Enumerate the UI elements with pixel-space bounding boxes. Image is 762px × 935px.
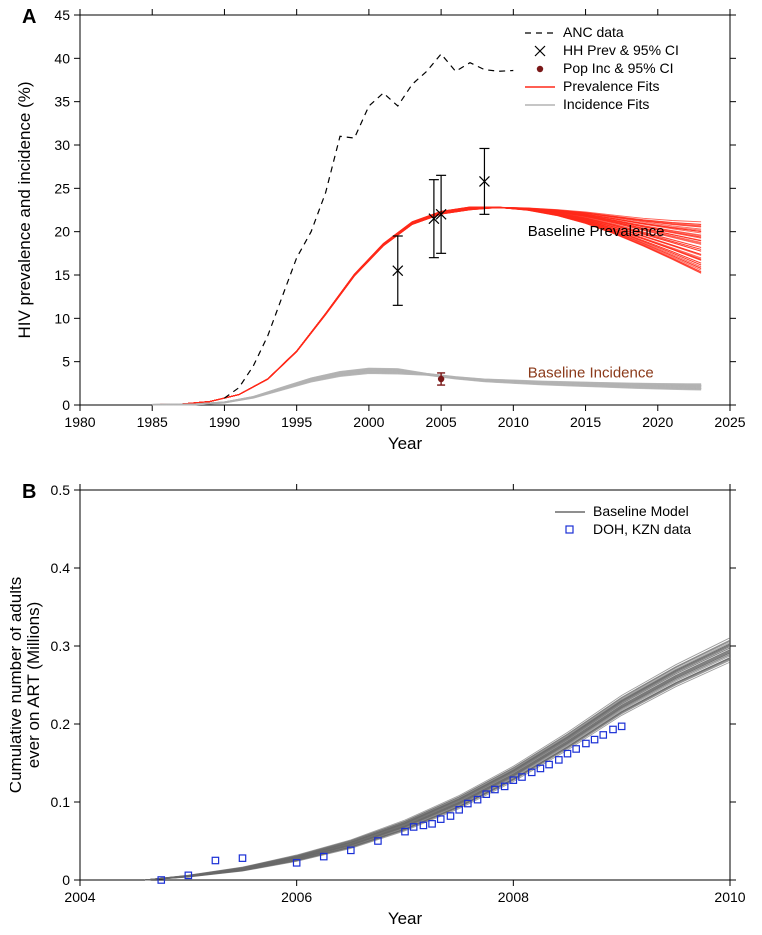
doh-data-marker <box>212 857 218 863</box>
doh-data-marker <box>573 746 579 752</box>
baseline-model-line <box>145 645 730 880</box>
pop-inc-marker <box>438 376 444 382</box>
ytick-label: 45 <box>54 7 70 23</box>
legend-hh: HH Prev & 95% CI <box>563 42 679 58</box>
doh-data-marker <box>618 723 624 729</box>
baseline-model-line <box>145 648 730 880</box>
ytick-label: 0.3 <box>51 638 71 654</box>
baseline-model-line <box>145 650 730 880</box>
ytick-label: 10 <box>54 310 70 326</box>
legend-model: Baseline Model <box>593 503 689 519</box>
doh-data-marker <box>429 821 435 827</box>
xtick-label: 2025 <box>714 414 745 430</box>
doh-data-marker <box>556 757 562 763</box>
panel-b-legend: Baseline Model DOH, KZN data <box>555 503 691 537</box>
baseline-model-line <box>145 643 730 880</box>
doh-data-marker <box>447 813 453 819</box>
panel-a-chart: 0510152025303540451980198519901995200020… <box>10 0 750 460</box>
ytick-label: 30 <box>54 137 70 153</box>
xtick-label: 1985 <box>137 414 168 430</box>
panel-a-tag: A <box>22 6 36 28</box>
ytick-label: 5 <box>62 354 70 370</box>
baseline-model-line <box>145 644 730 880</box>
ytick-label: 35 <box>54 94 70 110</box>
baseline-model-line <box>145 646 730 880</box>
xtick-label: 2004 <box>64 889 95 905</box>
doh-data-marker <box>600 732 606 738</box>
panel-b-tag: B <box>22 481 36 503</box>
baseline-model-line <box>145 645 730 880</box>
baseline-model-line <box>145 638 730 880</box>
baseline-incidence-annotation: Baseline Incidence <box>528 364 654 381</box>
baseline-model-line <box>145 648 730 880</box>
ytick-label: 25 <box>54 180 70 196</box>
xtick-label: 2015 <box>570 414 601 430</box>
x-axis-label: Year <box>388 434 423 453</box>
ytick-label: 0.4 <box>51 560 71 576</box>
ytick-label: 40 <box>54 50 70 66</box>
legend-pop: Pop Inc & 95% CI <box>563 60 674 76</box>
xtick-label: 1995 <box>281 414 312 430</box>
doh-data-marker <box>610 726 616 732</box>
anc-data-line <box>224 54 513 398</box>
baseline-model-line <box>145 645 730 880</box>
baseline-model-line <box>145 650 730 880</box>
ytick-label: 20 <box>54 224 70 240</box>
legend-anc: ANC data <box>563 24 624 40</box>
xtick-label: 2008 <box>498 889 529 905</box>
legend-inc: Incidence Fits <box>563 96 649 112</box>
xtick-label: 2010 <box>714 889 745 905</box>
panel-b-chart: 0 0.1 0.2 0.3 0.4 0.5 2004 2006 2008 2010 Year Cumu… <box>10 475 750 935</box>
doh-data-marker <box>583 740 589 746</box>
ytick-label: 15 <box>54 267 70 283</box>
baseline-model-line <box>145 646 730 880</box>
panel-a-legend: ANC data HH Prev & 95% CI Pop Inc & 95% CI… <box>525 24 679 112</box>
doh-data-marker <box>591 736 597 742</box>
ytick-label: 0 <box>62 397 70 413</box>
legend-doh: DOH, KZN data <box>593 521 691 537</box>
doh-data-marker <box>239 855 245 861</box>
legend-prev: Prevalence Fits <box>563 78 659 94</box>
baseline-model-line <box>145 644 730 880</box>
ytick-label: 0.2 <box>51 716 71 732</box>
x-axis-label: Year <box>388 909 423 928</box>
baseline-model-line <box>145 641 730 880</box>
xtick-label: 2005 <box>426 414 457 430</box>
xtick-label: 1980 <box>64 414 95 430</box>
xtick-label: 1990 <box>209 414 240 430</box>
baseline-prevalence-annotation: Baseline Prevalence <box>528 223 665 240</box>
baseline-model-line <box>145 644 730 880</box>
ytick-label: 0.1 <box>51 794 71 810</box>
y-axis-label: Cumulative number of adultsever on ART (… <box>10 577 43 793</box>
xtick-label: 2010 <box>498 414 529 430</box>
baseline-model-line <box>145 641 730 880</box>
xtick-label: 2000 <box>353 414 384 430</box>
y-axis-label: HIV prevalence and incidence (%) <box>15 81 34 338</box>
ytick-label: 0 <box>62 872 70 888</box>
xtick-label: 2006 <box>281 889 312 905</box>
baseline-model-line <box>145 640 730 880</box>
ytick-label: 0.5 <box>51 482 71 498</box>
xtick-label: 2020 <box>642 414 673 430</box>
